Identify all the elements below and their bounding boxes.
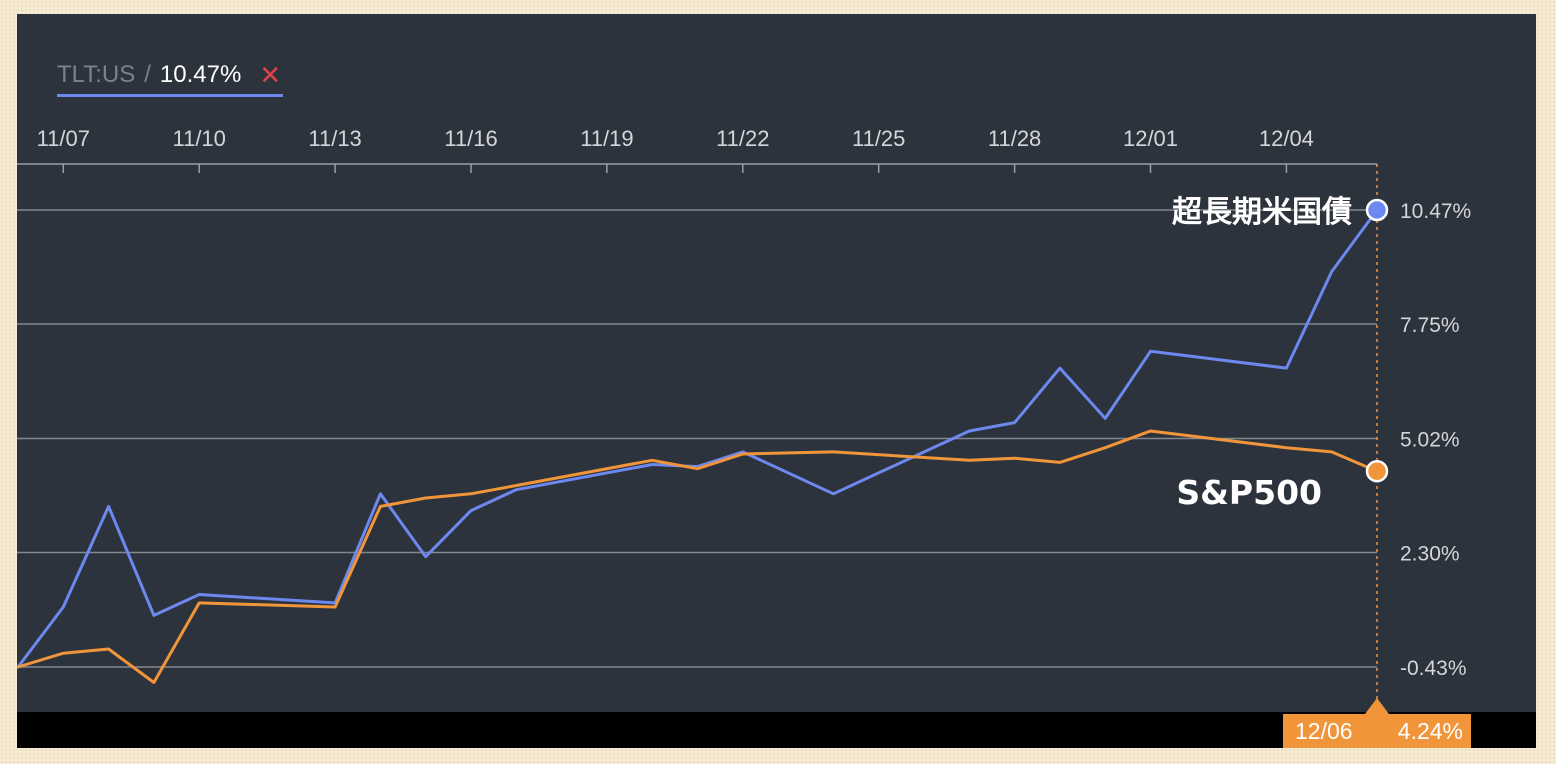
chart-panel: 11/07 11/10 11/13 11/16 11/19 11/22 11/25 11/28… [17, 14, 1536, 748]
close-icon[interactable]: ✕ [259, 59, 282, 90]
series-label: S&P500 [1176, 473, 1322, 512]
x-tick-label: 11/10 [172, 126, 225, 151]
x-tick-label: 11/07 [37, 126, 90, 151]
x-tick-label: 11/13 [308, 126, 361, 151]
legend[interactable]: TLT:US / 10.47% ✕ [57, 56, 284, 97]
y-tick-label: 2.30% [1400, 543, 1460, 566]
x-tick-label: 11/22 [716, 126, 769, 151]
legend-separator: / [144, 61, 151, 88]
y-tick-label: 5.02% [1400, 429, 1460, 452]
time-axis-bar [17, 712, 1536, 748]
x-tick-label: 12/04 [1259, 126, 1314, 151]
line-chart: 11/07 11/10 11/13 11/16 11/19 11/22 11/25 11/28… [17, 126, 1471, 704]
crosshair-date: 12/06 [1295, 717, 1353, 744]
crosshair-marker-icon [1365, 698, 1389, 714]
crosshair-value: 4.24% [1397, 717, 1463, 744]
x-tick-label: 11/25 [852, 126, 905, 151]
y-tick-label: -0.43% [1400, 657, 1467, 680]
x-tick-label: 12/01 [1123, 126, 1178, 151]
x-tick-label: 11/16 [444, 126, 497, 151]
series-end-point [1365, 459, 1389, 483]
x-tick-label: 11/28 [988, 126, 1041, 151]
y-tick-label: 7.75% [1400, 314, 1460, 337]
y-tick-label: 10.47% [1400, 200, 1471, 223]
series-label: 超長期米国債 [1172, 195, 1352, 230]
series-line [17, 429, 1379, 684]
series-end-point [1365, 198, 1389, 222]
legend-value: 10.47% [159, 61, 242, 88]
legend-ticker: TLT:US [57, 61, 136, 88]
crosshair-badge: 12/06 4.24% [1283, 714, 1471, 748]
x-tick-label: 11/19 [580, 126, 633, 151]
